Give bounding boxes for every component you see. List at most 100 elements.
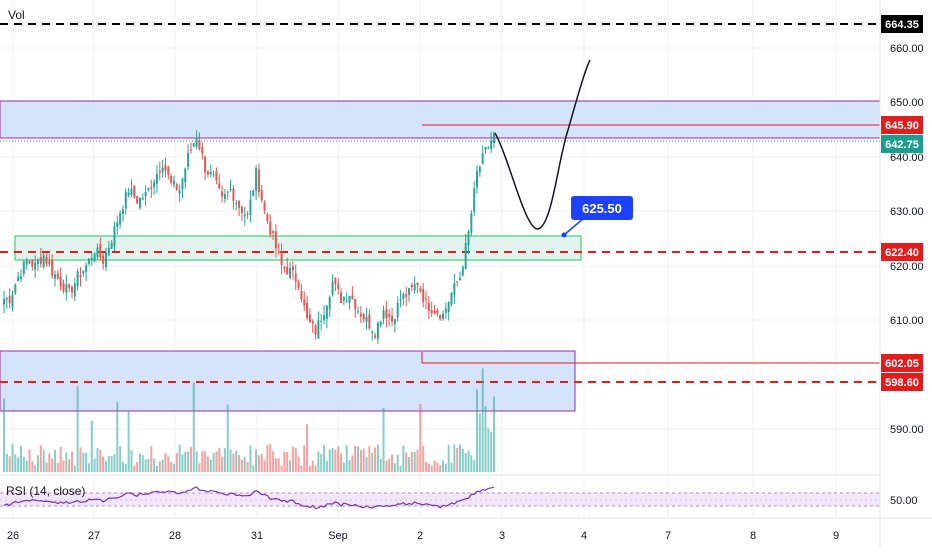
volume-bar (464, 453, 467, 472)
volume-bar (206, 456, 209, 472)
volume-bar (51, 458, 54, 472)
price-label-645-90[interactable]: 645.90 (881, 116, 923, 134)
volume-bar (158, 461, 161, 472)
volume-bar (348, 459, 351, 472)
volume-bar (291, 446, 294, 472)
price-label-602-05[interactable]: 602.05 (881, 354, 923, 372)
price-label-598-60[interactable]: 598.60 (881, 373, 923, 391)
candle-body (53, 274, 56, 279)
volume-bar (229, 449, 232, 472)
volume-bar (442, 460, 445, 472)
time-tick: 9 (833, 530, 839, 542)
volume-bar (198, 463, 201, 472)
volume-bar (365, 457, 368, 472)
volume-bar (31, 461, 34, 472)
candle-body (393, 319, 396, 325)
price-label-642-75[interactable]: 642.75 (881, 135, 923, 153)
candle-body (306, 302, 309, 319)
volume-bar (39, 445, 42, 472)
candle-body (447, 301, 450, 312)
volume-bar (289, 460, 292, 472)
volume-bar (388, 458, 391, 472)
volume-bar (422, 445, 425, 472)
volume-bar (82, 452, 85, 472)
candle-body (90, 257, 93, 261)
candle-body (252, 190, 255, 196)
candle-body (385, 309, 388, 318)
candle-body (150, 187, 153, 189)
candle-body (3, 298, 5, 305)
volume-bar (436, 462, 439, 472)
candle-body (286, 267, 289, 275)
volume-bar (359, 449, 362, 472)
candle-body (351, 295, 354, 299)
candle-body (79, 275, 82, 277)
volume-bar (178, 445, 181, 472)
volume-bar (484, 406, 487, 472)
rsi-line (3, 486, 495, 510)
candle-body (476, 171, 479, 187)
candle-body (116, 222, 119, 227)
candle-body (334, 278, 337, 284)
candle-body (11, 294, 14, 307)
volume-bar (402, 445, 405, 472)
volume-bar (104, 461, 107, 472)
volume-bar (34, 465, 37, 472)
price-label-622-40[interactable]: 622.40 (881, 243, 923, 261)
candle-body (325, 305, 328, 319)
candle-body (187, 152, 190, 167)
candle-body (300, 290, 303, 300)
candle-body (62, 283, 65, 292)
volume-bar (70, 451, 73, 472)
volume-bar (212, 452, 215, 472)
candle-body (410, 284, 413, 288)
volume-bar (286, 452, 289, 472)
candle-body (277, 251, 280, 253)
candle-body (374, 335, 377, 338)
candle-body (405, 294, 408, 298)
candle-body (365, 317, 368, 322)
price-label-664[interactable]: 664.35 (881, 15, 923, 33)
time-axis[interactable]: 26 27 28 31 Sep 2 3 4 7 8 9 (7, 530, 839, 542)
candle-body (450, 292, 453, 305)
candle-body (484, 146, 487, 150)
candle-body (223, 194, 226, 199)
volume-bar (382, 407, 385, 472)
volume-bar (246, 462, 249, 472)
volume-bar (102, 456, 105, 472)
candle-body (48, 261, 51, 264)
volume-bar (238, 454, 241, 472)
price-tick: 660.00 (890, 43, 924, 55)
volume-bar (116, 402, 119, 472)
projection-path[interactable] (494, 59, 591, 230)
volume-bar (53, 449, 56, 472)
candle-body (467, 231, 470, 245)
candle-body (204, 156, 207, 173)
volume-bar (280, 465, 283, 472)
volume-bar (209, 459, 212, 472)
candle-body (391, 315, 394, 322)
volume-bar (68, 459, 71, 472)
resistance-zone[interactable] (0, 100, 881, 139)
volume-bar (8, 456, 11, 472)
time-tick: 26 (7, 530, 19, 542)
price-axis[interactable]: 660.00 650.00 640.00 630.00 620.00 610.0… (890, 43, 924, 507)
volume-bar (362, 448, 365, 472)
price-label-text: 664.35 (885, 19, 919, 31)
volume-indicator-label[interactable]: Vol (8, 8, 25, 22)
support-zone-green[interactable] (14, 235, 582, 261)
target-callout[interactable]: 625.50 (561, 196, 634, 238)
volume-bar (473, 460, 476, 472)
volume-bar (425, 461, 428, 472)
volume-bar (232, 453, 235, 472)
candle-body (444, 308, 447, 313)
candle-body (82, 270, 85, 274)
candle-body (453, 282, 456, 295)
volume-bar (48, 453, 51, 472)
volume-bar (121, 462, 124, 472)
candle-body (65, 284, 68, 293)
candle-body (141, 198, 144, 200)
rsi-indicator-label[interactable]: RSI (14, close) (6, 484, 86, 498)
